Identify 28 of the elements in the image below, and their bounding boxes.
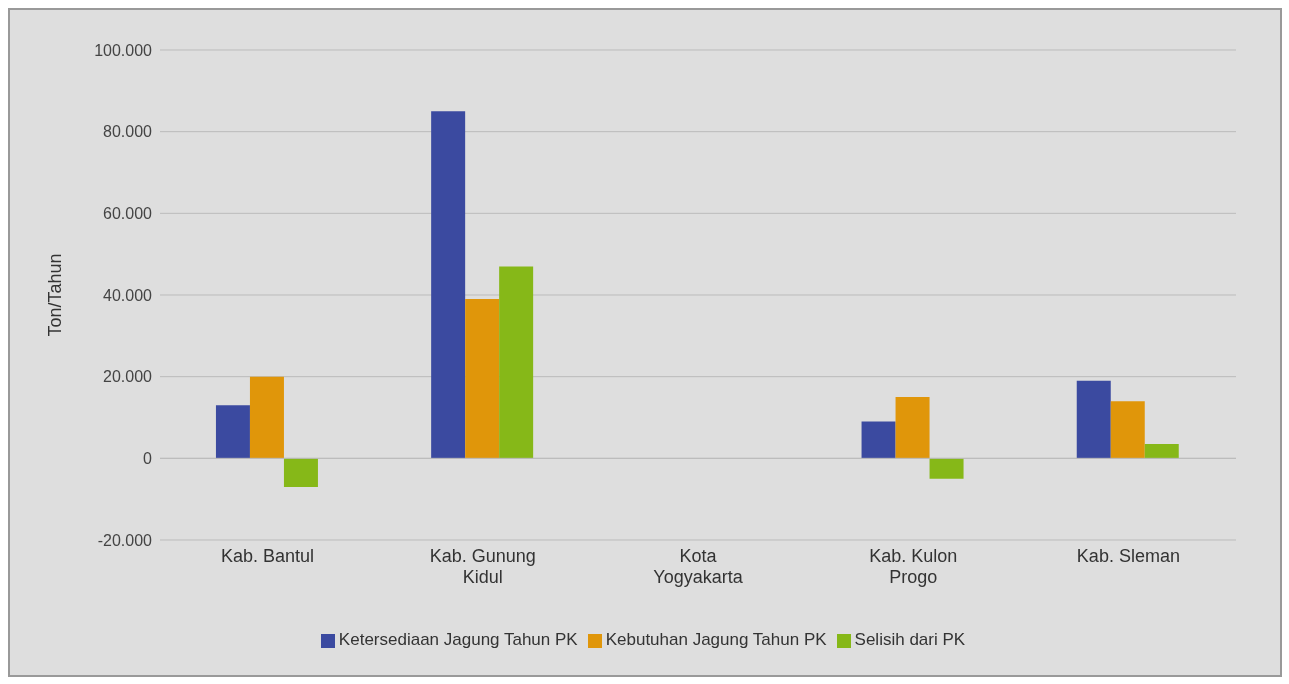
- legend-label: Selisih dari PK: [854, 630, 966, 649]
- y-tick-label: 80.000: [103, 123, 153, 141]
- bar: [1144, 444, 1179, 459]
- y-axis-title: Ton/Tahun: [45, 253, 66, 337]
- bar: [929, 458, 964, 479]
- bar: [465, 299, 500, 459]
- y-tick-label: 40.000: [103, 286, 153, 304]
- x-tick-label: Kab. Sleman: [1076, 546, 1180, 566]
- y-tick-label: -20.000: [97, 531, 153, 549]
- bar: [215, 405, 250, 459]
- bar: [283, 458, 318, 487]
- bar: [861, 421, 896, 459]
- y-tick-label: 0: [143, 450, 153, 468]
- y-tick-label: 20.000: [103, 368, 153, 386]
- x-tick-label: Kab. Gunung Kidul: [429, 546, 536, 587]
- bar: [1110, 401, 1145, 459]
- bar: [1076, 380, 1111, 459]
- x-tick-label: Kab. Kulon Progo: [869, 546, 958, 587]
- y-tick-label: 60.000: [103, 205, 153, 223]
- y-tick-label: 100.000: [94, 41, 153, 59]
- bar: [249, 376, 284, 459]
- bar: [431, 111, 466, 459]
- x-tick-label: Kota Yogyakarta: [653, 546, 744, 587]
- x-tick-label: Kab. Bantul: [221, 546, 315, 566]
- legend-label: Ketersediaan Jagung Tahun PK: [338, 630, 578, 649]
- bar: [499, 266, 534, 459]
- bar: [895, 397, 930, 459]
- legend-label: Kebutuhan Jagung Tahun PK: [605, 630, 827, 649]
